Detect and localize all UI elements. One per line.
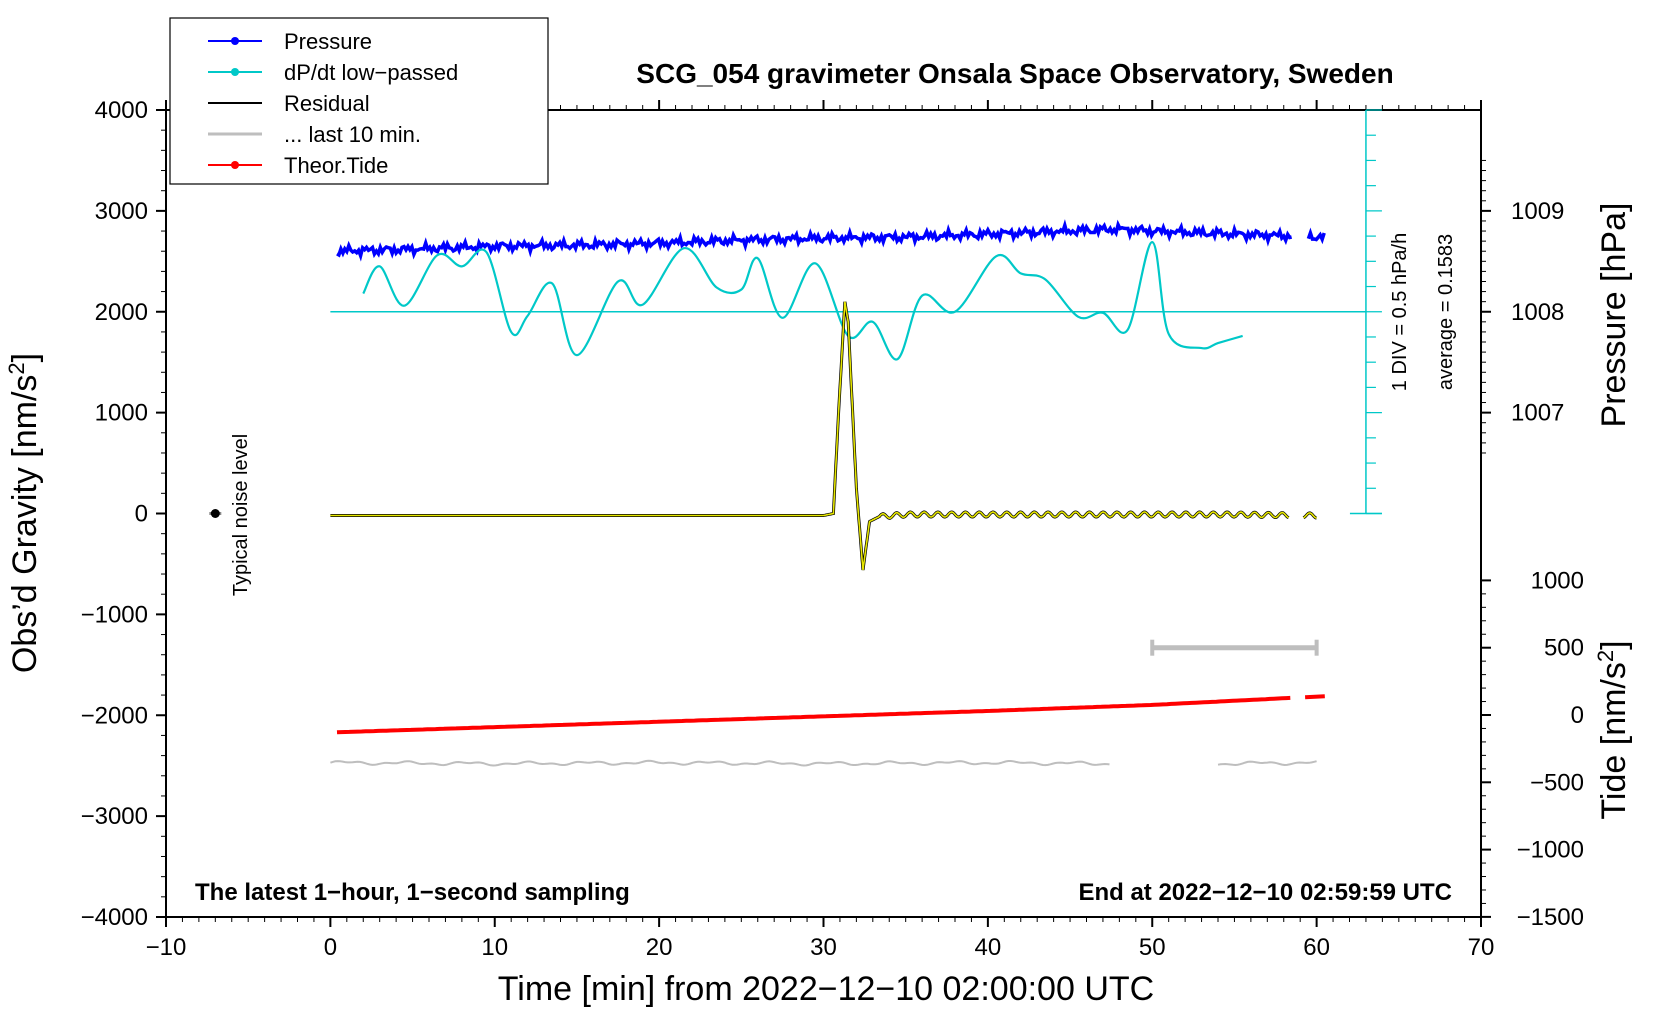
y-axis-label-pressure: Pressure [hPa] bbox=[1595, 203, 1633, 428]
legend-label: dP/dt low−passed bbox=[284, 60, 458, 85]
legend-label: Residual bbox=[284, 91, 370, 116]
tick-labels: −10 0 10 20 30 40 50 60 70 −4000 −3000 −2000 −1000 0 1… bbox=[81, 97, 1584, 961]
legend-marker bbox=[231, 161, 239, 169]
y-tick-label: 0 bbox=[135, 501, 148, 528]
y-axis-label-left: Obs’d Gravity [nm/s2] bbox=[4, 353, 44, 673]
y-tick-label: 3000 bbox=[95, 198, 148, 225]
tide-tick-label: −1500 bbox=[1517, 904, 1584, 931]
x-tick-label: 0 bbox=[324, 934, 337, 961]
y-tick-label: 1000 bbox=[95, 400, 148, 427]
x-tick-label: 70 bbox=[1468, 934, 1495, 961]
tide-tick-label: −500 bbox=[1530, 769, 1584, 796]
legend-marker bbox=[231, 68, 239, 76]
tick-marks bbox=[156, 100, 1491, 927]
annotation-average: average = 0.1583 bbox=[1435, 234, 1457, 390]
last-10-min-marker bbox=[1150, 639, 1319, 656]
annotation-sampling: The latest 1−hour, 1−second sampling bbox=[195, 879, 630, 906]
y-tick-label: −3000 bbox=[81, 803, 148, 830]
noise-marker bbox=[209, 509, 222, 518]
y-tick-label: −2000 bbox=[81, 702, 148, 729]
series-layer bbox=[330, 219, 1366, 767]
legend-marker bbox=[231, 37, 239, 45]
x-tick-label: 40 bbox=[975, 934, 1002, 961]
legend-label: Theor.Tide bbox=[284, 153, 388, 178]
y-tick-label: −4000 bbox=[81, 904, 148, 931]
y-tick-label: 2000 bbox=[95, 299, 148, 326]
pressure-tick-label: 1009 bbox=[1511, 198, 1564, 225]
pressure-tick-label: 1007 bbox=[1511, 400, 1564, 427]
annotation-noise-level: Typical noise level bbox=[230, 434, 252, 596]
annotation-end-time: End at 2022−12−10 02:59:59 UTC bbox=[1078, 879, 1452, 906]
y-tick-label: 4000 bbox=[95, 97, 148, 124]
tide-line bbox=[336, 694, 1325, 735]
pressure-tick-label: 1008 bbox=[1511, 299, 1564, 326]
residual-overlay-line bbox=[330, 301, 1317, 571]
x-axis-label: Time [min] from 2022−12−10 02:00:00 UTC bbox=[498, 970, 1154, 1008]
tide-tick-label: 1000 bbox=[1531, 567, 1584, 594]
x-tick-label: 20 bbox=[646, 934, 673, 961]
x-tick-label: 10 bbox=[481, 934, 508, 961]
gray-trace-line bbox=[330, 759, 1317, 767]
legend: Pressure dP/dt low−passed Residual ... last… bbox=[169, 17, 549, 185]
tide-tick-label: 0 bbox=[1571, 702, 1584, 729]
dpdt-line bbox=[362, 241, 1243, 361]
annotation-div: 1 DIV = 0.5 hPa/h bbox=[1389, 233, 1411, 391]
legend-box bbox=[169, 17, 549, 185]
legend-label: Pressure bbox=[284, 29, 372, 54]
noise-dot bbox=[210, 509, 220, 518]
y-tick-label: −1000 bbox=[81, 601, 148, 628]
pressure-line bbox=[336, 219, 1326, 262]
x-tick-label: 30 bbox=[810, 934, 837, 961]
x-tick-label: 60 bbox=[1303, 934, 1330, 961]
y-axis-label-tide: Tide [nm/s2] bbox=[1593, 640, 1633, 819]
x-tick-label: 50 bbox=[1139, 934, 1166, 961]
tide-tick-label: −1000 bbox=[1517, 837, 1584, 864]
tide-tick-label: 500 bbox=[1544, 635, 1584, 662]
chart-title: SCG_054 gravimeter Onsala Space Observat… bbox=[636, 58, 1393, 89]
legend-label: ... last 10 min. bbox=[284, 122, 421, 147]
residual-line bbox=[330, 301, 1317, 571]
x-tick-label: −10 bbox=[146, 934, 187, 961]
